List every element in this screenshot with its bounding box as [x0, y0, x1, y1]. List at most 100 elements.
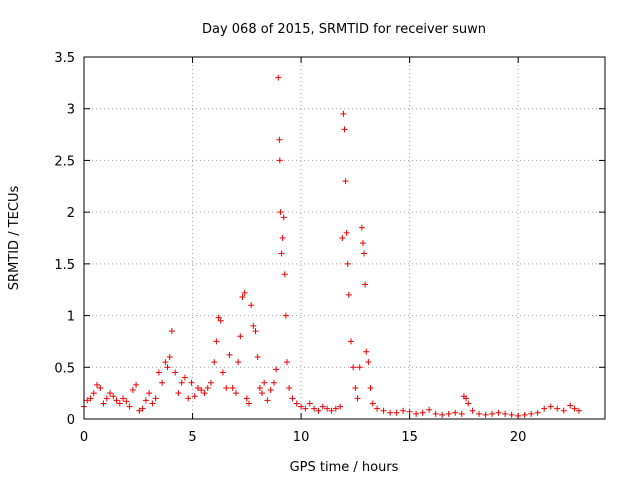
data-point [136, 407, 143, 414]
data-point [279, 235, 286, 241]
x-tick-label: 0 [80, 430, 88, 445]
data-point [155, 369, 162, 376]
data-point [172, 369, 179, 376]
data-point [343, 229, 350, 236]
data-point [198, 387, 205, 394]
data-point [489, 410, 496, 417]
data-point [345, 291, 352, 298]
data-point [261, 379, 268, 386]
data-point [400, 407, 407, 414]
data-point [120, 395, 127, 402]
data-point [241, 289, 248, 296]
data-point [465, 400, 472, 407]
chart-title: Day 068 of 2015, SRMTID for receiver suw… [202, 22, 486, 37]
data-point [139, 405, 146, 412]
data-point [152, 395, 159, 402]
data-point [332, 405, 339, 412]
data-point [213, 338, 220, 345]
data-point [393, 409, 400, 416]
data-point [482, 411, 489, 418]
data-point [541, 405, 548, 412]
data-point [502, 410, 509, 417]
data-point [204, 384, 211, 391]
data-point [469, 407, 476, 414]
data-point [90, 390, 97, 397]
data-point [280, 214, 287, 221]
data-point [369, 400, 376, 407]
data-point [215, 314, 222, 321]
data-point [175, 390, 182, 397]
data-point [133, 381, 140, 388]
data-point [458, 410, 465, 417]
data-point [194, 384, 201, 391]
data-point [100, 400, 107, 407]
data-point [439, 411, 446, 418]
data-point [554, 405, 561, 412]
data-point [298, 403, 305, 410]
data-point [567, 402, 574, 409]
data-point [350, 364, 357, 371]
y-tick-label: 0 [67, 413, 75, 428]
data-point [87, 395, 94, 402]
data-point [311, 405, 318, 412]
data-point [207, 379, 214, 386]
data-point [359, 240, 366, 247]
data-point [348, 338, 355, 345]
y-tick-label: 3.5 [54, 51, 75, 66]
data-point [252, 328, 259, 335]
data-point [515, 412, 522, 419]
data-point [250, 322, 257, 329]
data-point [126, 403, 133, 410]
data-point [283, 359, 290, 366]
data-point [146, 390, 153, 397]
data-point [328, 407, 335, 414]
data-point [281, 271, 288, 278]
x-tick-label: 5 [188, 430, 196, 445]
data-point [521, 411, 528, 418]
data-point [306, 400, 313, 407]
data-point [239, 293, 246, 300]
data-point [413, 410, 420, 417]
data-point [575, 407, 582, 414]
data-point [339, 235, 346, 241]
y-tick-label: 2 [67, 206, 75, 221]
data-point [270, 379, 277, 386]
data-point [243, 395, 250, 402]
data-point [432, 410, 439, 417]
data-point [256, 384, 263, 391]
data-point [235, 359, 242, 366]
y-axis-label: SRMTID / TECUs [7, 186, 22, 291]
data-point [191, 393, 198, 400]
x-axis-label: GPS time / hours [290, 460, 399, 475]
data-point [419, 409, 426, 416]
data-point [217, 317, 224, 324]
data-point [277, 209, 284, 216]
data-point [495, 409, 502, 416]
data-point [354, 395, 361, 402]
data-point [571, 405, 578, 412]
data-point [534, 409, 541, 416]
y-tick-label: 1.5 [54, 258, 75, 273]
data-point [229, 384, 236, 391]
data-point [84, 397, 91, 404]
data-point [129, 387, 136, 394]
data-point [168, 328, 175, 335]
data-point [103, 395, 110, 402]
data-point [159, 379, 166, 386]
data-point [363, 348, 370, 355]
data-point [282, 312, 289, 319]
x-tick-label: 15 [401, 430, 418, 445]
data-point [463, 395, 470, 402]
data-point [445, 410, 452, 417]
data-point [380, 407, 387, 414]
data-point [259, 390, 266, 397]
data-point [276, 136, 283, 143]
data-point [162, 359, 169, 366]
data-point [560, 407, 567, 414]
data-point [273, 366, 280, 373]
x-tick-label: 10 [293, 430, 310, 445]
data-point [94, 381, 101, 388]
data-point [142, 397, 149, 404]
x-tick-label: 20 [510, 430, 527, 445]
data-point [267, 387, 274, 394]
